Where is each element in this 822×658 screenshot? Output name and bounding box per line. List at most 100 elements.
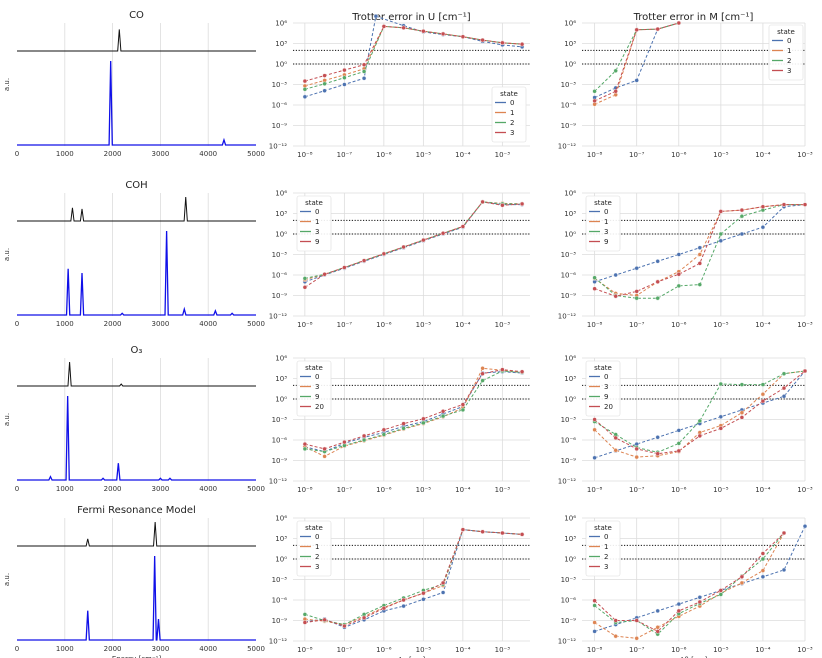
data-point <box>480 199 485 205</box>
data-point <box>634 266 639 271</box>
series-line <box>304 25 523 90</box>
series-line <box>304 529 523 626</box>
y-tick-label: 10⁻¹² <box>269 143 287 151</box>
legend-title: state <box>305 364 323 372</box>
data-point <box>302 446 308 452</box>
data-point <box>401 426 406 431</box>
data-point <box>718 231 723 237</box>
x-tick-label: 10⁻⁸ <box>297 151 313 159</box>
data-point <box>739 410 745 415</box>
y-tick-label: 10⁻⁹ <box>272 457 288 465</box>
y-tick-label: 10⁻⁹ <box>272 292 288 300</box>
data-point <box>322 446 327 452</box>
y-tick-label: 10⁻⁹ <box>561 617 577 625</box>
data-point <box>322 454 327 459</box>
x-tick-label: 10⁻⁵ <box>713 486 729 494</box>
molecule-title: COH <box>125 180 147 191</box>
y-tick-label: 10⁻⁶ <box>272 597 288 605</box>
spectrum-bottom-trace <box>17 230 256 316</box>
legend-box <box>296 195 332 252</box>
y-tick-label: 10⁻³ <box>561 576 577 584</box>
legend-label: 0 <box>315 373 319 381</box>
y-tick-label: 10⁻¹² <box>558 143 576 151</box>
data-point <box>697 418 702 424</box>
data-point <box>634 27 639 32</box>
y-tick-label: 10⁻⁶ <box>272 272 288 280</box>
y-tick-label: 10⁻³ <box>272 251 288 259</box>
x-tick-label: 10⁻⁶ <box>671 151 687 159</box>
y-tick-label: 10⁰ <box>564 61 576 69</box>
x-tick-label: 10⁻⁶ <box>376 646 392 654</box>
data-point <box>676 252 681 257</box>
y-tick-label: 10⁶ <box>564 190 576 198</box>
y-tick-label: 10⁻¹² <box>558 478 576 486</box>
series-line <box>594 22 679 102</box>
series-line <box>304 201 523 288</box>
legend-box <box>296 520 332 577</box>
data-point <box>592 275 597 280</box>
x-tick-label: 10⁻⁷ <box>629 321 645 329</box>
xlabel-delta-tau: Δτ [cm] <box>398 656 426 658</box>
data-point <box>760 551 766 556</box>
x-tick-label: 10⁻⁴ <box>455 646 471 654</box>
x-tick-label: 10⁻⁷ <box>337 646 353 654</box>
data-point <box>480 37 485 43</box>
legend-label: 9 <box>315 393 319 401</box>
spectrum-top-trace <box>17 361 256 387</box>
legend-label: 3 <box>604 563 608 571</box>
data-point <box>760 224 766 230</box>
y-tick-label: 10⁻⁶ <box>561 437 577 445</box>
legend-label: 1 <box>787 47 791 55</box>
x-tick-label: 10⁻⁸ <box>587 151 603 159</box>
legend-label: 9 <box>315 238 319 246</box>
data-point <box>613 68 618 74</box>
data-point <box>760 392 766 397</box>
legend-label: 0 <box>315 533 319 541</box>
spectrum-tick-label: 2000 <box>104 150 122 158</box>
spectrum-tick-label: 1000 <box>56 320 74 328</box>
row-1: CO 0 1000 2000 3000 4000 5000 a.u. 10⁶ 10³ 10⁰ 10⁻³… <box>3 10 813 159</box>
legend-box <box>585 520 621 577</box>
data-point <box>302 285 308 290</box>
data-point <box>519 532 525 537</box>
data-point <box>480 378 485 383</box>
series-line <box>304 15 523 98</box>
x-tick-label: 10⁻⁶ <box>376 151 392 159</box>
x-tick-label: 10⁻⁸ <box>297 646 313 654</box>
legend-label: 3 <box>315 563 319 571</box>
spectrum-tick-label: 2000 <box>104 645 122 653</box>
legend-label: 0 <box>510 99 514 107</box>
data-point <box>592 598 597 603</box>
data-point <box>676 20 681 26</box>
data-point <box>802 524 808 529</box>
data-point <box>613 294 618 299</box>
y-tick-label: 10⁶ <box>564 515 576 523</box>
data-point <box>676 283 681 289</box>
x-tick-label: 10⁻³ <box>495 646 511 654</box>
y-tick-label: 10⁻⁶ <box>272 437 288 445</box>
data-point <box>634 289 639 294</box>
x-tick-label: 10⁻⁴ <box>755 486 771 494</box>
data-point <box>592 629 597 634</box>
series-line <box>304 25 523 87</box>
data-point <box>739 580 745 586</box>
y-tick-label: 10⁶ <box>275 20 287 28</box>
data-point <box>500 40 505 45</box>
spectrum-ylabel: a.u. <box>3 573 11 586</box>
data-point <box>342 82 347 87</box>
data-point <box>592 455 597 460</box>
data-point <box>676 272 681 277</box>
data-point <box>381 606 387 611</box>
data-point <box>655 259 660 264</box>
legend-box <box>768 24 804 81</box>
error-panel-u: 10⁶ 10³ 10⁰ 10⁻³ 10⁻⁶ 10⁻⁹ 10⁻¹² 10⁻⁸ 10⁻⁷ 10⁻⁶ 10… <box>269 355 530 494</box>
y-tick-label: 10³ <box>564 535 576 543</box>
data-point <box>322 617 327 622</box>
spectrum-tick-label: 4000 <box>199 150 217 158</box>
x-tick-label: 10⁻⁴ <box>455 486 471 494</box>
data-point <box>519 201 525 207</box>
title-trotter-u: Trotter error in U [cm⁻¹] <box>351 12 471 23</box>
spectrum-tick-label: 5000 <box>247 150 265 158</box>
